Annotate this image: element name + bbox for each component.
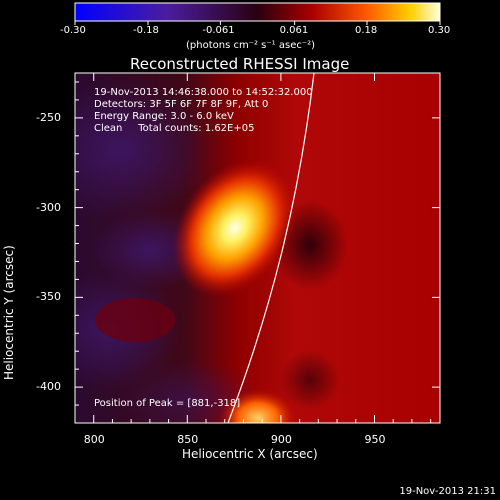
y-tick-label: -250 [36,110,61,124]
colorbar [74,2,441,25]
x-tick-label: 850 [177,433,199,446]
colorbar-tick-label: -0.18 [133,25,159,36]
colorbar-tick-label: -0.061 [202,25,235,36]
y-axis-label: Heliocentric Y (arcsec) [2,245,16,380]
x-tick-label: 950 [364,433,386,446]
colorbar-gradient [74,2,441,22]
annotation-peak-position: Position of Peak = [881,-318] [94,398,241,409]
solar-limb-curve [227,73,315,423]
colorbar-tick-label: 0.061 [279,25,309,36]
colorbar-tick-label: 0.30 [428,25,451,36]
footer-timestamp: 19-Nov-2013 21:31 [399,486,496,497]
y-tick-label: -350 [36,290,61,304]
colorbar-tick-label: -0.30 [60,25,86,36]
y-tick-label: -400 [36,380,61,394]
chart-title: Reconstructed RHESSI Image [130,55,350,73]
annotation-energy: Energy Range: 3.0 - 6.0 keV [94,111,234,122]
x-tick-label: 800 [83,433,105,446]
colorbar-tick-label: 0.18 [355,25,378,36]
colorbar-unit-label: (photons cm⁻² s⁻¹ asec⁻²) [186,40,316,51]
y-tick-label: -300 [36,200,61,214]
annotation-clean: Clean Total counts: 1.62E+05 [94,123,255,134]
annotation-detectors: Detectors: 3F 5F 6F 7F 8F 9F, Att 0 [94,99,269,110]
x-tick-label: 900 [270,433,292,446]
plot-frame [74,72,441,424]
x-axis-label: Heliocentric X (arcsec) [182,447,318,461]
annotation-time-range: 19-Nov-2013 14:46:38.000 to 14:52:32.000 [94,87,313,98]
